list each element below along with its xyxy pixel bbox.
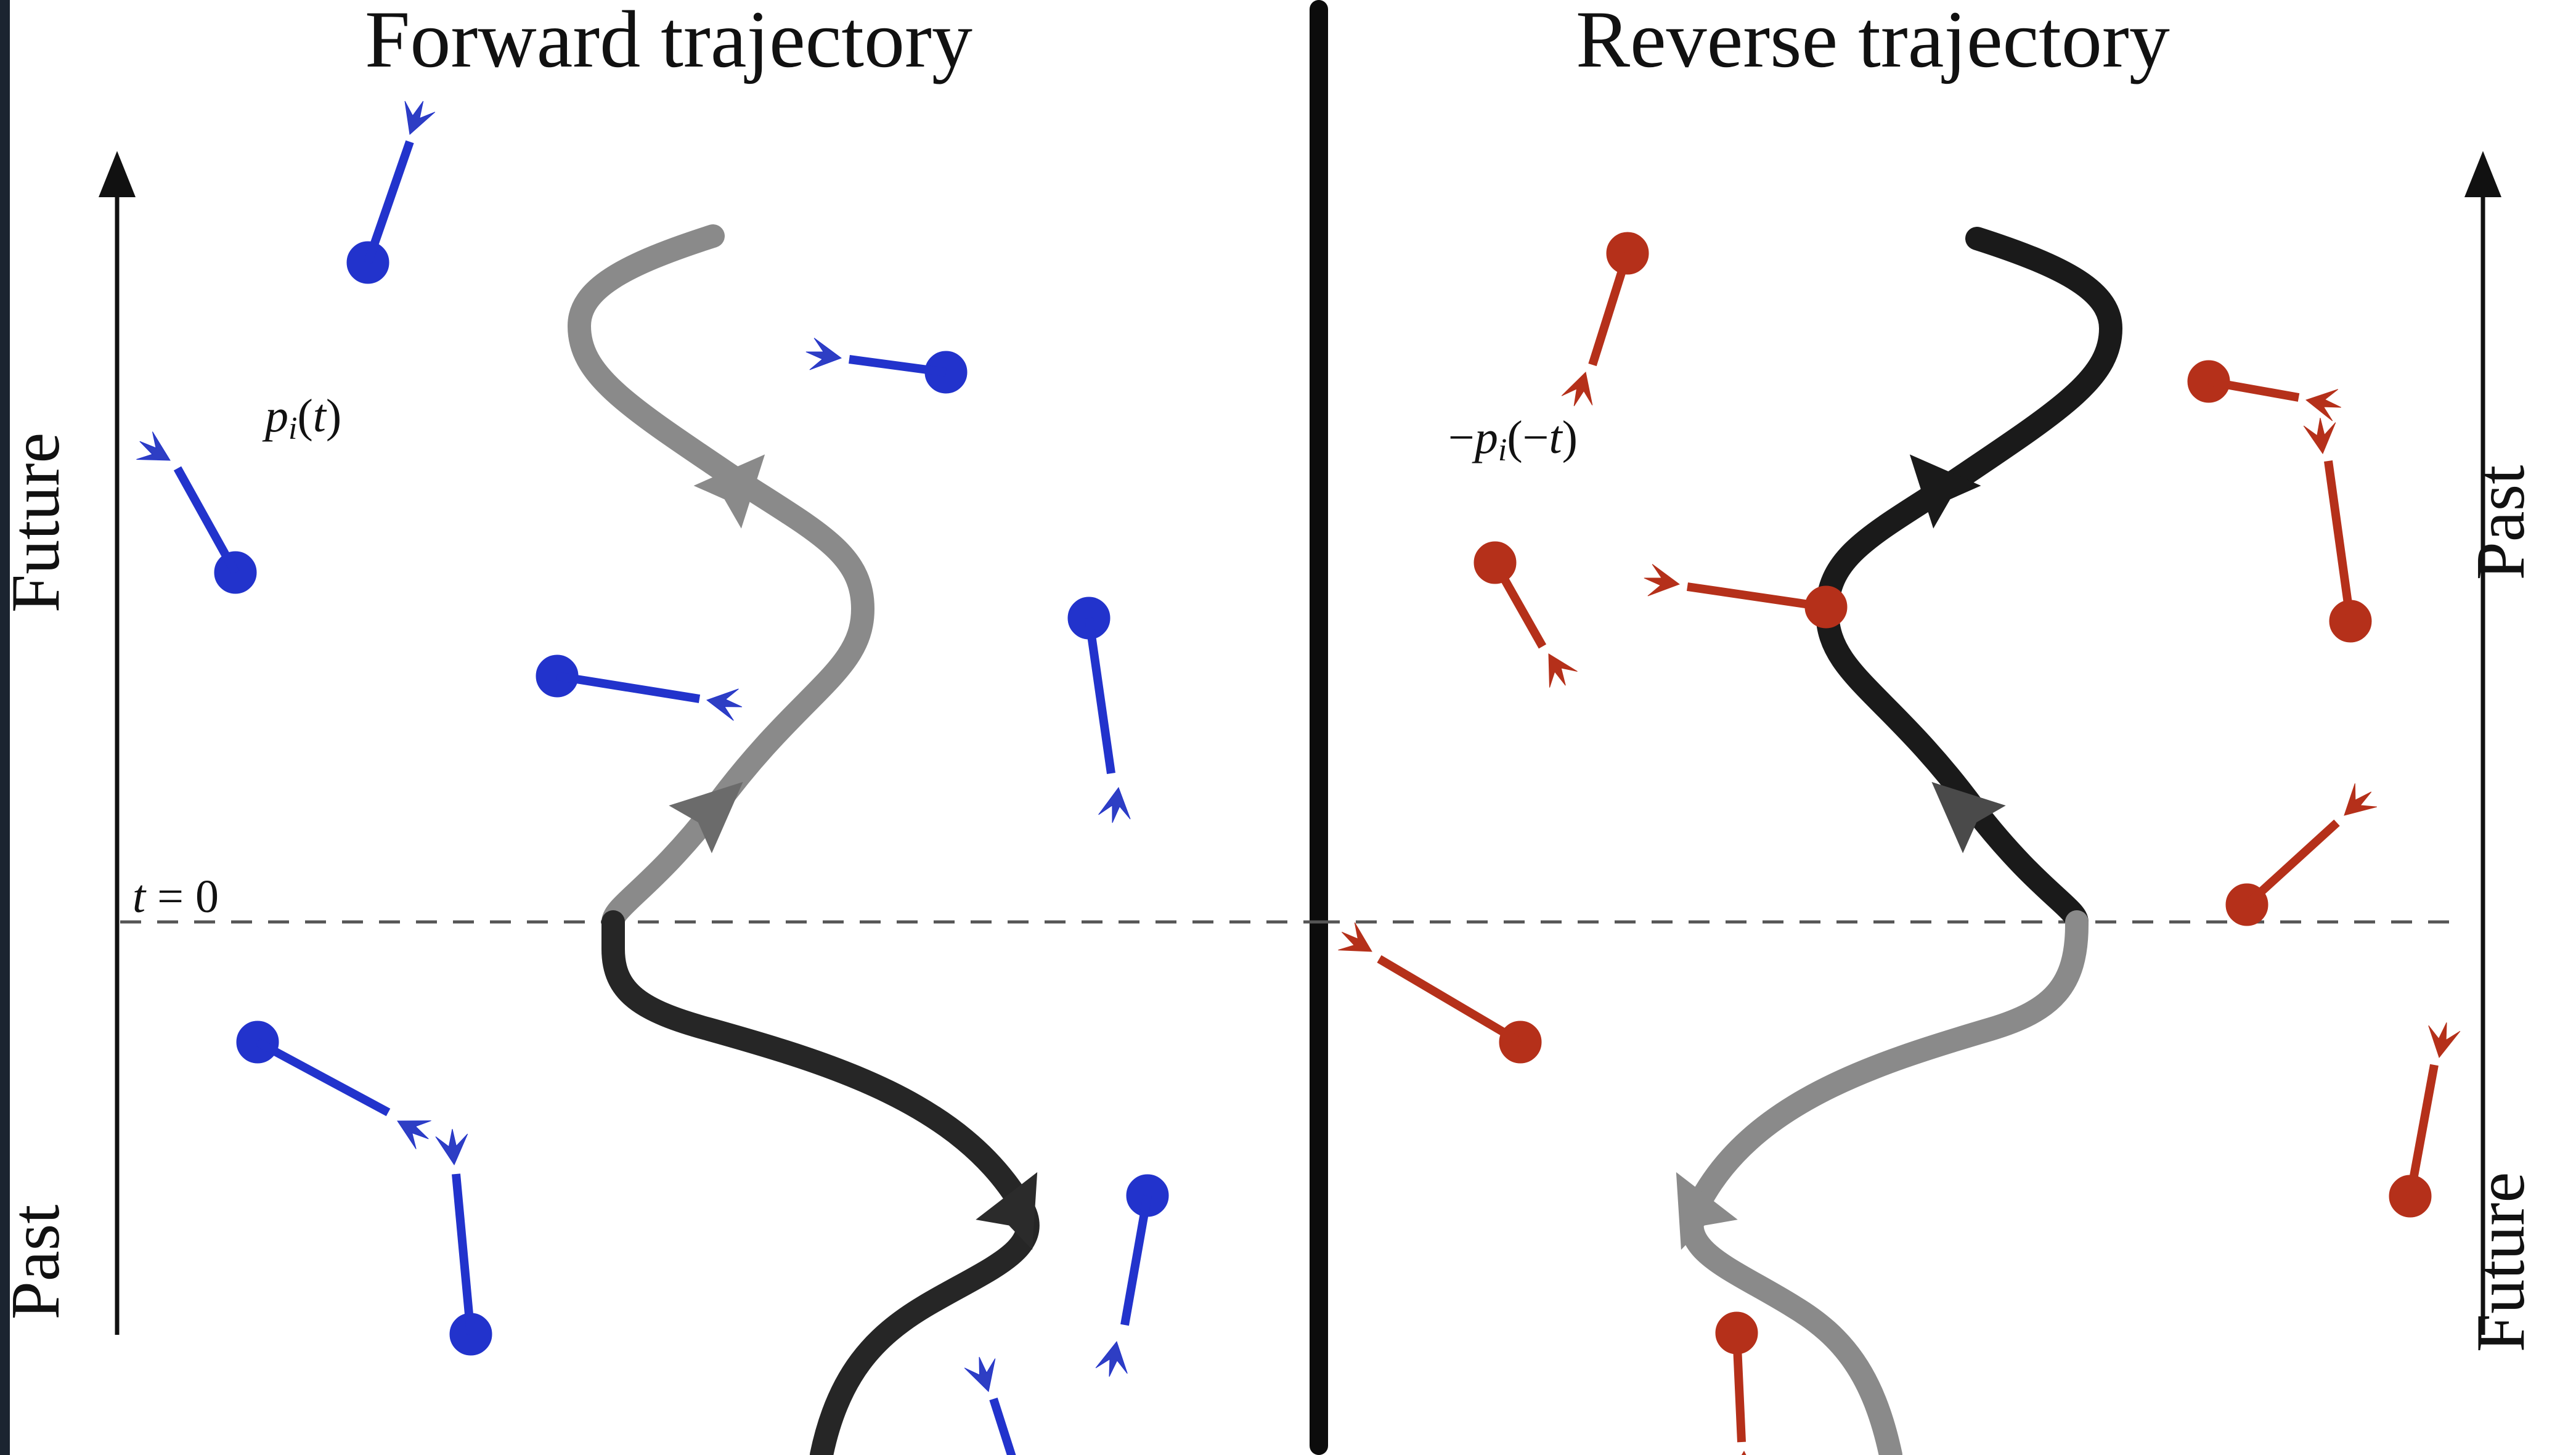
svg-text:Future: Future <box>0 433 74 613</box>
svg-text:t = 0: t = 0 <box>132 871 219 923</box>
svg-text:−pi(−t): −pi(−t) <box>1448 412 1578 468</box>
svg-text:Forward trajectory: Forward trajectory <box>365 0 972 84</box>
svg-text:Past: Past <box>0 1205 74 1320</box>
svg-text:Future: Future <box>2463 1172 2539 1352</box>
svg-text:pi(t): pi(t) <box>262 390 341 446</box>
svg-text:Past: Past <box>2463 465 2539 581</box>
svg-text:Reverse trajectory: Reverse trajectory <box>1576 0 2170 84</box>
